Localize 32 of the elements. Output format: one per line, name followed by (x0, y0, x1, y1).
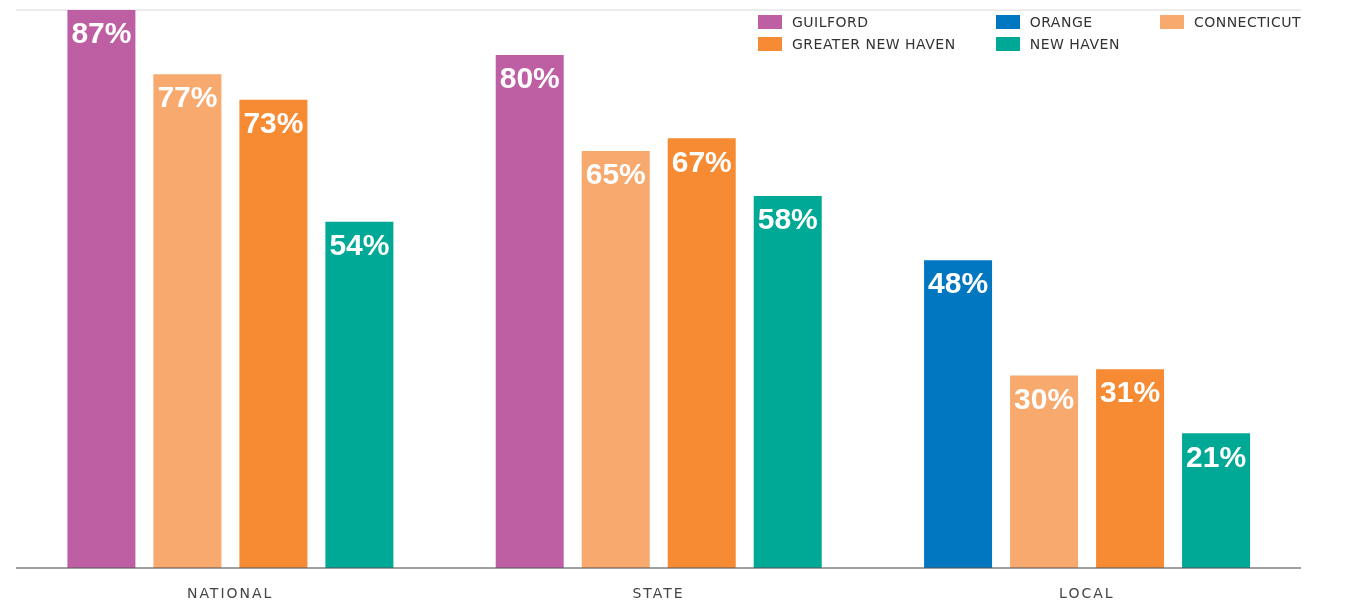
legend-label: GREATER NEW HAVEN (791, 36, 956, 52)
data-label: 54% (329, 227, 390, 261)
bar (753, 196, 822, 568)
x-tick-label: NATIONAL (186, 584, 274, 601)
bar (239, 99, 308, 568)
bar (924, 260, 993, 568)
bar (67, 10, 136, 568)
bar (667, 138, 736, 568)
x-tick-label: LOCAL (1059, 584, 1115, 601)
data-label: 73% (243, 106, 304, 140)
legend-label: NEW HAVEN (1029, 36, 1120, 52)
legend-label: GUILFORD (791, 14, 869, 30)
bar (1096, 369, 1165, 568)
data-label: 30% (1014, 381, 1075, 415)
data-label: 67% (671, 144, 732, 178)
data-label: 48% (928, 266, 989, 300)
bar (1182, 433, 1251, 568)
bar (581, 151, 650, 568)
legend-label: ORANGE (1029, 14, 1093, 30)
data-label: 21% (1186, 439, 1247, 473)
data-label: 87% (71, 16, 132, 50)
data-label: 65% (585, 157, 646, 191)
data-label: 77% (157, 80, 218, 114)
data-label: 58% (757, 202, 818, 236)
data-label: 80% (499, 61, 560, 95)
bar (325, 221, 394, 568)
bar (153, 74, 222, 568)
bar (1010, 375, 1079, 568)
bar (495, 54, 564, 568)
x-tick-label: STATE (632, 584, 685, 601)
legend-label: CONNECTICUT (1193, 14, 1301, 30)
data-label: 31% (1100, 375, 1161, 409)
